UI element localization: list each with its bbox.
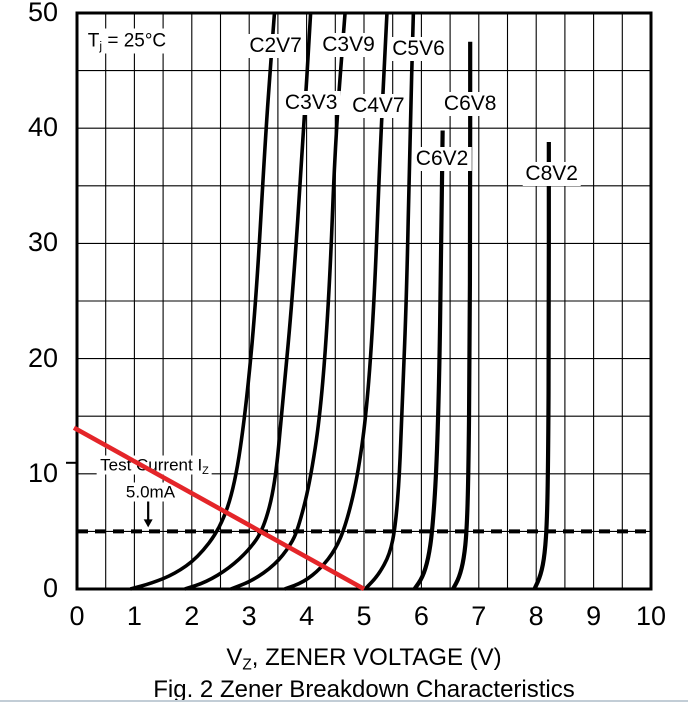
figure-caption: Fig. 2 Zener Breakdown Characteristics xyxy=(153,676,575,703)
load-line xyxy=(72,425,366,592)
series-path-C4V7 xyxy=(284,12,389,591)
series-path-C2V7 xyxy=(129,12,277,591)
series-path-C3V9 xyxy=(230,12,347,591)
test-current-arrow-icon xyxy=(143,519,153,528)
series-path-C6V2 xyxy=(412,130,445,591)
series-path-C6V8 xyxy=(451,41,473,591)
series-path-C8V2 xyxy=(532,142,551,590)
page-edge-line xyxy=(0,700,688,702)
x-axis-title-text: VZ, ZENER VOLTAGE (V) xyxy=(226,644,502,674)
series-path-C3V3 xyxy=(184,12,313,591)
series-path-C5V6 xyxy=(363,12,416,591)
x-axis-title: VZ, ZENER VOLTAGE (V) xyxy=(77,644,651,674)
